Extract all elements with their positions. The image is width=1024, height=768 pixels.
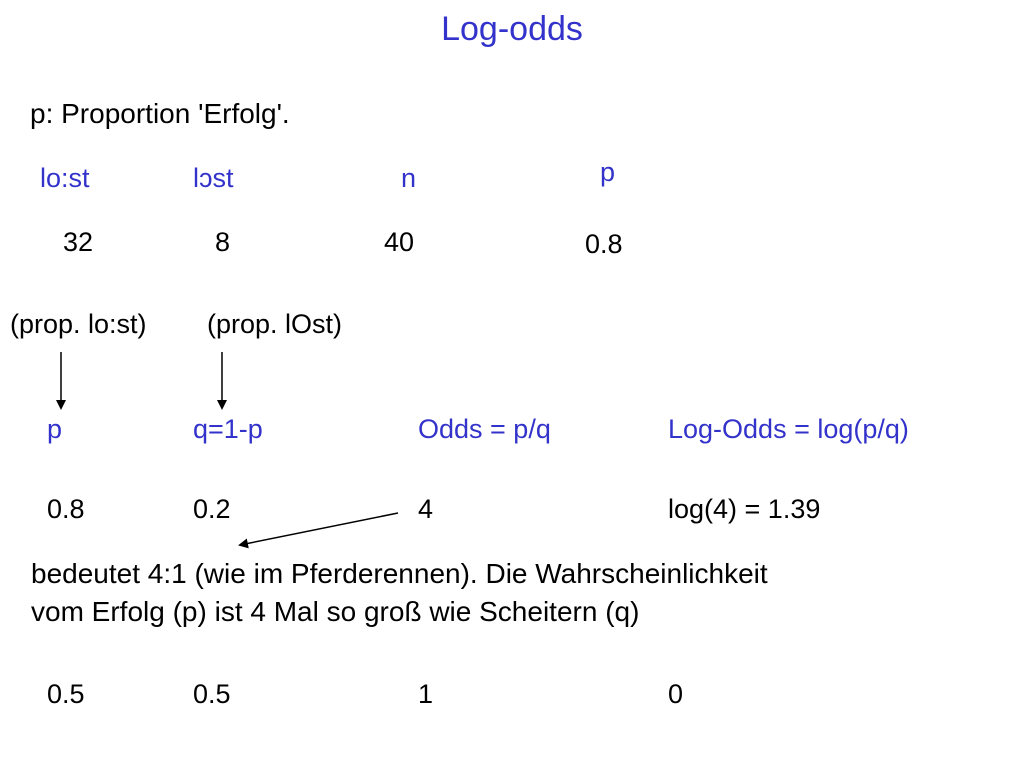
table-header-q: q=1-p	[193, 414, 263, 444]
intro-text: p: Proportion 'Erfolg'.	[30, 98, 290, 129]
table-cell-p-2: 0.5	[47, 679, 85, 709]
value-lo-st: 32	[63, 227, 94, 257]
table-header-p: p	[47, 414, 63, 444]
table-cell-q-2: 0.5	[193, 679, 231, 709]
header-n: n	[401, 163, 417, 193]
table-cell-p-1: 0.8	[47, 494, 85, 524]
table-cell-q-1: 0.2	[193, 494, 231, 524]
value-lost: 8	[215, 227, 231, 257]
header-lost: lɔst	[193, 163, 234, 193]
table-header-log-odds: Log-Odds = log(p/q)	[668, 414, 909, 444]
table-cell-odds-1: 4	[418, 494, 434, 524]
table-cell-log-odds-1: log(4) = 1.39	[668, 494, 821, 524]
arrow-odds-to-explanation	[238, 512, 399, 549]
value-n: 40	[384, 227, 415, 257]
explanation-line-1: bedeutet 4:1 (wie im Pferderennen). Die …	[31, 558, 768, 589]
value-p: 0.8	[585, 229, 623, 259]
table-cell-log-odds-2: 0	[668, 679, 684, 709]
prop-lost-label: (prop. lOst)	[207, 309, 343, 339]
prop-lo-st-label: (prop. lo:st)	[10, 309, 147, 339]
table-cell-odds-2: 1	[418, 679, 434, 709]
page-title: Log-odds	[441, 10, 583, 48]
table-header-odds: Odds = p/q	[418, 414, 551, 444]
header-p: p	[600, 157, 616, 187]
header-lo-st: lo:st	[40, 163, 90, 193]
explanation-line-2: vom Erfolg (p) ist 4 Mal so groß wie Sch…	[31, 596, 640, 627]
explanation-text: bedeutet 4:1 (wie im Pferderennen). Die …	[31, 555, 768, 631]
